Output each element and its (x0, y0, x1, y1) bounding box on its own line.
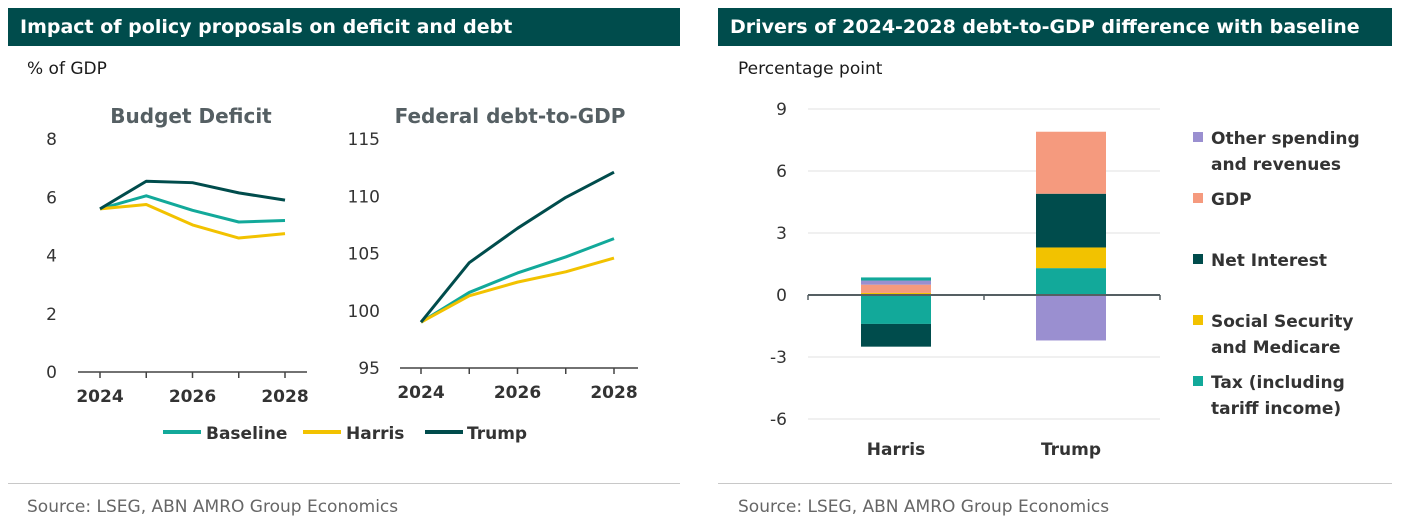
legend-label-net-interest: Net Interest (1211, 251, 1327, 271)
chart1-ytick-label: 4 (46, 247, 57, 267)
legend-label-trump: Trump (467, 424, 527, 444)
chart1-line-trump (99, 179, 286, 211)
chart2-line-trump (419, 170, 615, 324)
bar-segment-trump-other (1036, 295, 1106, 341)
legend-swatch-net-interest (1193, 254, 1203, 264)
left-source: Source: LSEG, ABN AMRO Group Economics (27, 497, 399, 517)
legend-label-harris: Harris (346, 424, 404, 444)
right-source: Source: LSEG, ABN AMRO Group Economics (738, 497, 1110, 517)
chart1-line-baseline (99, 194, 286, 224)
bar-segment-trump-social-security (1036, 247, 1106, 269)
bar-segment-harris-net-interest (861, 323, 931, 347)
right-unit-label: Percentage point (738, 59, 883, 79)
chart2-ytick-label: 105 (348, 245, 380, 265)
bar-segment-harris-social-security (861, 292, 931, 295)
legend-label-line: and Medicare (1211, 338, 1341, 358)
legend-label-line: tariff income) (1211, 399, 1341, 419)
legend-swatch-social-security (1193, 315, 1203, 325)
legend-label-baseline: Baseline (206, 424, 287, 444)
chart1-xtick-label: 2024 (76, 387, 123, 407)
legend-label-line: Tax (including (1211, 373, 1345, 393)
bar-segment-trump-net-interest (1036, 193, 1106, 248)
left-unit-label: % of GDP (27, 59, 107, 79)
legend-label-gdp: GDP (1211, 190, 1252, 210)
chart2-ytick-label: 115 (348, 130, 380, 150)
chart1-line-harris (99, 203, 286, 240)
chart1-xtick-label: 2026 (169, 387, 216, 407)
legend-label-tax: Tax (including tariff income) (1211, 373, 1345, 419)
bar-ytick-label: 3 (776, 224, 787, 244)
chart2-ytick-label: 95 (358, 359, 380, 379)
left-panel-title: Impact of policy proposals on deficit an… (8, 8, 680, 46)
legend-label-line: Net Interest (1211, 251, 1327, 271)
chart2-xtick-label: 2024 (397, 383, 444, 403)
legend-label-line: Other spending (1211, 129, 1360, 149)
chart2-title: Federal debt-to-GDP (395, 104, 626, 128)
chart1-xtick-label: 2028 (261, 387, 308, 407)
legend-label-social-security: Social Security and Medicare (1211, 312, 1353, 358)
chart2-xtick-label: 2026 (494, 383, 541, 403)
legend-swatch-tax (1193, 376, 1203, 386)
chart1-ytick-label: 8 (46, 130, 57, 150)
bar-ytick-label: 0 (776, 286, 787, 306)
legend-label-line: and revenues (1211, 155, 1341, 175)
chart2-xtick-label: 2028 (590, 383, 637, 403)
bar-ytick-label: -3 (770, 348, 787, 368)
bar-segment-trump-gdp (1036, 131, 1106, 194)
legend-label-line: GDP (1211, 190, 1252, 210)
bar-segment-harris-tax-extra (861, 277, 931, 281)
chart2-ytick-label: 110 (348, 187, 380, 207)
chart2-line-baseline (420, 237, 615, 324)
chart2-ytick-label: 100 (348, 302, 380, 322)
legend-swatch-gdp (1193, 193, 1203, 203)
chart1-ytick-label: 0 (46, 363, 57, 383)
bar-ytick-label: 6 (776, 162, 787, 182)
chart1-title: Budget Deficit (110, 104, 272, 128)
bar-segment-harris-gdp (861, 284, 931, 293)
chart2-line-harris (420, 256, 615, 324)
chart1-ytick-label: 2 (46, 305, 57, 325)
chart1-ytick-label: 6 (46, 188, 57, 208)
right-source-divider (718, 483, 1392, 484)
bar-category-label-trump: Trump (1041, 440, 1101, 460)
bar-ytick-label: -6 (770, 410, 787, 430)
left-source-divider (8, 483, 680, 484)
legend-swatch-other (1193, 132, 1203, 142)
bar-segment-harris-tax (861, 295, 931, 324)
legend-label-line: Social Security (1211, 312, 1353, 332)
right-panel-title: Drivers of 2024-2028 debt-to-GDP differe… (718, 8, 1392, 46)
bar-ytick-label: 9 (776, 100, 787, 120)
bar-segment-trump-tax (1036, 268, 1106, 295)
bar-category-label-harris: Harris (867, 440, 925, 460)
legend-label-other: Other spending and revenues (1211, 129, 1360, 175)
bar-segment-harris-other (861, 280, 931, 285)
